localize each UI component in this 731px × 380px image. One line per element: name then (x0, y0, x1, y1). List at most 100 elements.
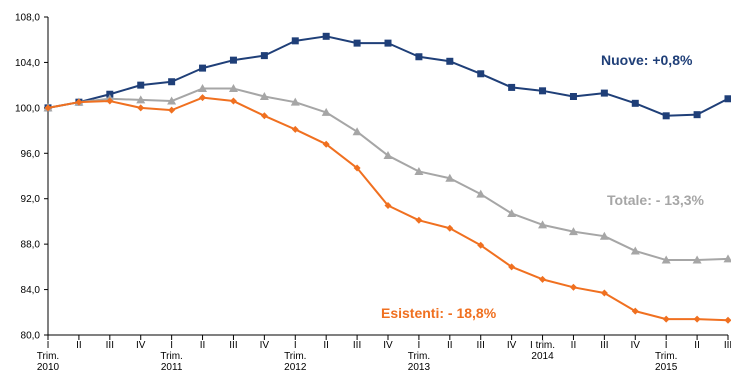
data-point-nuove (569, 93, 577, 100)
series-esistenti (44, 94, 731, 324)
series-layer (43, 32, 731, 324)
data-point-nuove (693, 111, 701, 119)
data-point-esistenti (229, 97, 237, 105)
x-tick-label: I (665, 340, 668, 351)
data-point-nuove (384, 39, 392, 47)
x-tick-label: 2011 (161, 362, 183, 373)
data-point-esistenti (724, 316, 731, 324)
data-point-nuove (229, 56, 237, 64)
x-tick-label: III (106, 340, 114, 351)
data-point-totale (321, 107, 331, 116)
data-point-nuove (631, 99, 639, 107)
data-point-nuove (106, 90, 114, 98)
data-point-nuove (600, 89, 608, 97)
x-tick-label: II (571, 340, 577, 351)
y-tick-label: 88,0 (21, 240, 41, 251)
data-point-esistenti (693, 315, 701, 323)
data-point-nuove (724, 95, 731, 103)
x-tick-label: 2010 (37, 362, 60, 373)
data-point-esistenti (662, 315, 670, 323)
data-point-totale (290, 97, 300, 106)
data-point-totale (661, 255, 671, 264)
x-tick-label: III (229, 340, 237, 351)
x-tick-label: 2014 (531, 351, 554, 362)
x-tick-label: IV (260, 340, 270, 351)
data-point-nuove (291, 37, 299, 45)
y-tick-label: 100,0 (15, 103, 40, 114)
data-point-totale (507, 208, 517, 217)
x-tick-label: I (170, 340, 173, 351)
data-point-totale (259, 92, 269, 100)
data-point-nuove (353, 39, 361, 47)
data-point-totale (383, 151, 393, 160)
data-point-nuove (199, 64, 207, 72)
data-point-totale (476, 189, 486, 198)
y-axis-ticks: 80,0 84,0 88,0 92,0 96,0 100,0 104,0 108,0 (15, 13, 48, 342)
y-tick-label: 96,0 (21, 149, 41, 160)
data-point-esistenti (199, 94, 207, 102)
x-tick-label: I (47, 340, 50, 351)
data-point-totale (723, 254, 731, 263)
data-point-nuove (539, 87, 547, 95)
y-tick-label: 80,0 (21, 331, 41, 342)
series-totale (43, 84, 731, 264)
data-point-esistenti (446, 224, 454, 232)
x-tick-label: Trim. (160, 351, 182, 362)
data-point-nuove (446, 57, 454, 65)
data-point-esistenti (477, 241, 485, 249)
series-label-totale: Totale: - 13,3% (607, 192, 705, 208)
data-point-esistenti (539, 275, 547, 283)
data-point-nuove (662, 112, 670, 120)
data-point-totale (198, 84, 208, 93)
x-tick-label: III (724, 340, 731, 351)
x-tick-label: Trim. (655, 351, 677, 362)
x-tick-label: IV (383, 340, 393, 351)
data-point-esistenti (291, 125, 299, 133)
x-tick-label: II (694, 340, 700, 351)
y-tick-label: 84,0 (21, 285, 41, 296)
y-tick-label: 104,0 (15, 58, 40, 69)
x-tick-label: Trim. (408, 351, 430, 362)
x-tick-label: 2012 (284, 362, 307, 373)
data-point-totale (568, 227, 578, 236)
data-point-totale (167, 96, 177, 105)
x-tick-label: III (353, 340, 361, 351)
data-point-totale (538, 220, 548, 229)
x-tick-label: IV (136, 340, 146, 351)
data-point-esistenti (600, 289, 608, 297)
data-point-totale (414, 166, 424, 175)
data-point-esistenti (106, 97, 114, 105)
x-tick-label: I (294, 340, 297, 351)
data-point-totale (352, 127, 362, 136)
data-point-nuove (415, 53, 423, 61)
x-tick-label: Trim. (37, 351, 59, 362)
data-point-esistenti (569, 283, 577, 291)
x-tick-label: 2015 (655, 362, 678, 373)
x-tick-label: Trim. (284, 351, 306, 362)
data-point-totale (445, 173, 455, 182)
series-line-totale (47, 87, 729, 262)
data-point-esistenti (322, 140, 330, 148)
x-tick-label: IV (631, 340, 641, 351)
data-point-esistenti (631, 307, 639, 315)
data-point-esistenti (75, 98, 83, 106)
data-point-totale (692, 255, 702, 264)
series-labels: Nuove: +0,8% Totale: - 13,3% Esistenti: … (381, 52, 705, 321)
data-point-nuove (168, 78, 176, 86)
data-point-esistenti (353, 164, 361, 172)
x-tick-label: 2013 (408, 362, 431, 373)
x-tick-label: I (418, 340, 421, 351)
series-label-nuove: Nuove: +0,8% (601, 52, 693, 68)
data-point-totale (136, 95, 146, 104)
data-point-totale (630, 246, 640, 255)
data-point-totale (228, 84, 238, 93)
data-point-nuove (477, 70, 485, 78)
data-point-nuove (260, 52, 268, 60)
data-point-esistenti (384, 202, 392, 210)
series-nuove (44, 32, 731, 120)
data-point-esistenti (508, 263, 516, 271)
data-point-esistenti (44, 104, 52, 112)
x-tick-label: I trim. (530, 340, 555, 351)
